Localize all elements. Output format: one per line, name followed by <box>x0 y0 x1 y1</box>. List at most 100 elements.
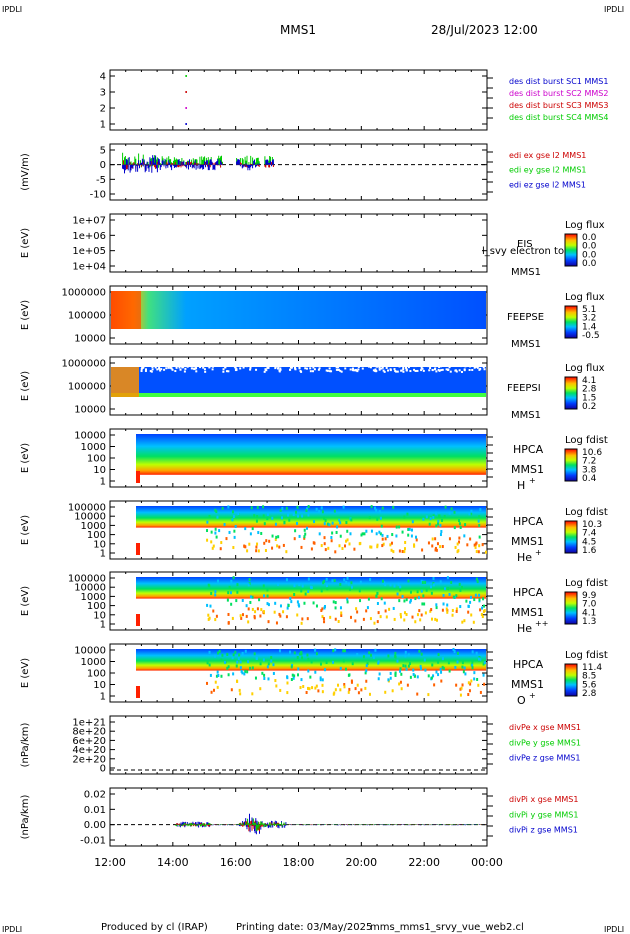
hpca-pixel <box>378 530 381 534</box>
hpca-pixel <box>444 505 447 509</box>
hpca-pixel <box>273 610 276 614</box>
hpca-pixel <box>263 673 266 677</box>
y-tick-label: 100000 <box>68 382 106 393</box>
feepsi-gap <box>144 368 147 371</box>
hpca-pixel <box>481 606 484 610</box>
hpca-pixel <box>416 613 419 617</box>
hpca-pixel <box>477 519 480 523</box>
hpca-pixel <box>396 592 399 596</box>
hpca-pixel <box>468 512 471 516</box>
hpca-pixel <box>477 683 480 687</box>
hpca-pixel <box>368 692 371 696</box>
hpca-pixel <box>414 620 417 624</box>
hpca-pixel <box>368 651 371 655</box>
divpi-series-0 <box>175 813 488 835</box>
hpca-pixel <box>483 661 486 665</box>
hpca-pixel <box>304 532 307 536</box>
hpca-pixel <box>232 546 235 550</box>
hpca-pixel <box>478 598 481 602</box>
hpca-pixel <box>323 542 326 546</box>
corner-mark-top-right: IPDLI <box>604 5 624 14</box>
hpca-pixel <box>369 578 372 582</box>
feepsi-gap <box>212 365 215 368</box>
hpca-pixel <box>407 664 410 668</box>
colorbar-tick-label: 4.1 <box>582 376 596 386</box>
hpca-pixel <box>446 610 449 614</box>
hpca-pixel <box>303 528 306 532</box>
hpca-pixel <box>308 687 311 691</box>
colorbar-tick-label: 1.5 <box>582 393 596 403</box>
hpca-pixel <box>455 607 458 611</box>
feepsi-gap <box>242 366 245 369</box>
hpca-pixel <box>339 583 342 587</box>
hpca-pixel <box>275 684 278 688</box>
hpca-pixel <box>216 670 219 674</box>
feepsi-gap <box>409 370 412 373</box>
hpca-pixel <box>424 611 427 615</box>
hpca-pixel <box>370 505 373 509</box>
feepsi-gap <box>393 368 396 371</box>
hpca-pixel <box>255 549 258 553</box>
hpca-pixel <box>232 576 235 580</box>
feepsi-gap <box>140 368 143 371</box>
hpca-pixel <box>331 579 334 583</box>
y-tick-label: 1e+07 <box>72 216 106 227</box>
hpca-pixel <box>206 681 209 685</box>
hpca-pixel <box>295 510 298 514</box>
hpca-pixel <box>459 588 462 592</box>
colorbar <box>564 376 578 410</box>
feepsi-gap <box>416 369 419 372</box>
y-tick-label: 1000000 <box>61 359 106 370</box>
feepsi-gap <box>267 366 270 369</box>
feepsi-gap <box>140 370 143 373</box>
hpca-pixel <box>422 517 425 521</box>
feepsi-gap <box>211 368 214 371</box>
hpca-pixel <box>212 544 215 548</box>
hpca-pixel <box>240 616 243 620</box>
panel-label: MMS1 <box>511 606 544 619</box>
hpca-pixel <box>293 584 296 588</box>
hpca-pixel <box>287 513 290 517</box>
hpca-pixel <box>280 516 283 520</box>
feepsi-gap <box>413 368 416 371</box>
hpca-pixel <box>255 519 258 523</box>
hpca-pixel <box>474 545 477 549</box>
corner-mark-bottom-right: IPDLI <box>604 925 624 934</box>
hpca-pixel <box>404 540 407 544</box>
hpca-pixel <box>266 512 269 516</box>
hpca-pixel <box>300 651 303 655</box>
hpca-pixel <box>221 653 224 657</box>
hpca-pixel <box>393 584 396 588</box>
hpca-pixel <box>262 514 265 518</box>
colorbar-title: Log flux <box>565 220 605 231</box>
feepsi-gap <box>478 368 481 371</box>
hpca-pixel <box>303 536 306 540</box>
hpca-pixel <box>480 612 483 616</box>
hpca-pixel <box>286 691 289 695</box>
feepsi-gap <box>354 368 357 371</box>
panel-frame <box>109 69 488 131</box>
hpca-pixel <box>227 505 230 509</box>
hpca-hot-edge <box>136 543 140 555</box>
hpca-pixel <box>451 613 454 617</box>
hpca-pixel <box>239 666 242 670</box>
hpca-pixel <box>214 508 217 512</box>
hpca-pixel <box>475 550 478 554</box>
time-tick-label: 20:00 <box>345 856 377 869</box>
hpca-pixel <box>209 604 212 608</box>
hpca-pixel <box>440 679 443 683</box>
hpca-pixel <box>429 609 432 613</box>
hpca-pixel <box>428 522 431 526</box>
y-tick-label: -0.01 <box>80 836 106 847</box>
feepsi-gap <box>304 367 307 370</box>
hpca-pixel <box>244 670 247 674</box>
hpca-pixel <box>334 550 337 554</box>
hpca-pixel <box>297 667 300 671</box>
hpca-pixel <box>446 603 449 607</box>
hpca-pixel <box>266 517 269 521</box>
hpca-pixel <box>323 620 326 624</box>
y-tick-label: -5 <box>96 175 106 186</box>
hpca-pixel <box>262 584 265 588</box>
hpca-pixel <box>356 610 359 614</box>
hpca-pixel <box>301 584 304 588</box>
